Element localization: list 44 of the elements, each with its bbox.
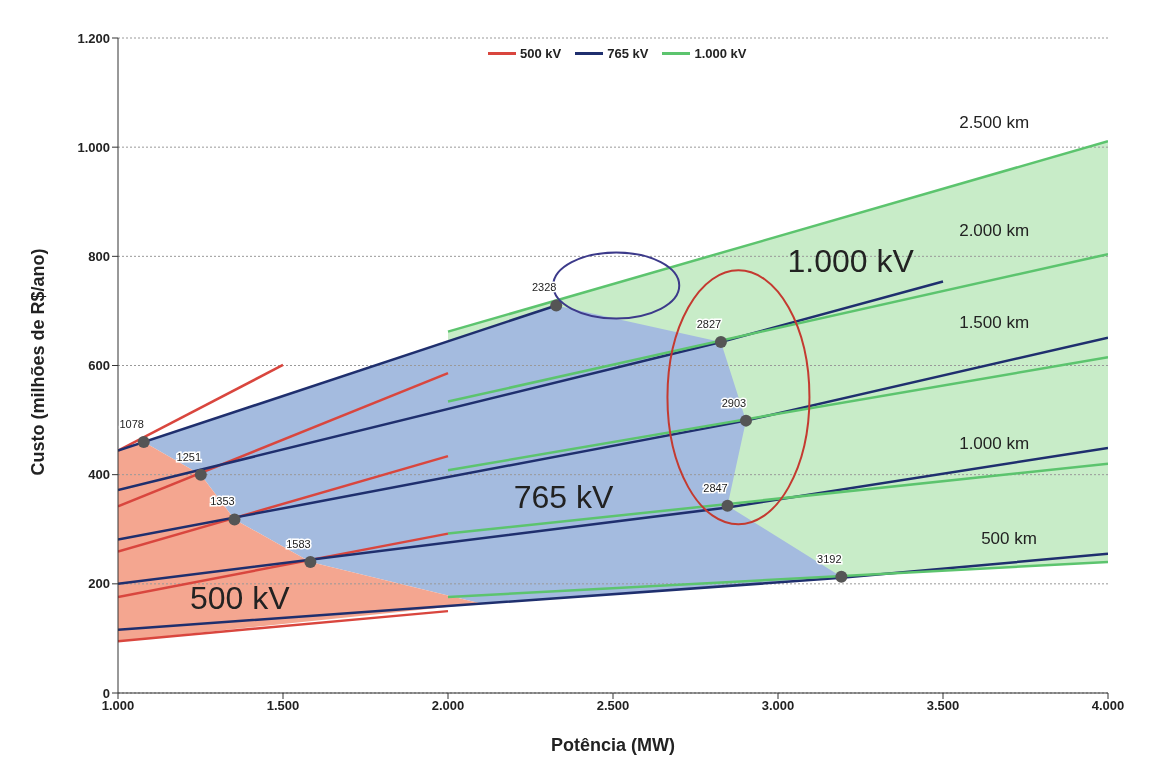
annotation: 1078	[119, 417, 144, 430]
y-tick-label: 0	[102, 685, 110, 701]
y-tick-label: 800	[88, 248, 110, 264]
annotation: 2.500 km	[959, 113, 1030, 134]
annotation: 1583	[286, 538, 311, 550]
x-tick-label: 3.000	[761, 698, 795, 714]
annotation: 2.000 km	[959, 221, 1030, 242]
annotation: 3192	[817, 552, 842, 565]
annotation: 500 km	[981, 529, 1037, 550]
y-tick-label: 200	[88, 576, 110, 592]
point	[304, 556, 317, 568]
annotation: 1251	[176, 450, 202, 463]
annotation: 1353	[210, 495, 235, 508]
legend-label: 765 kV	[606, 46, 649, 61]
annotation: 765 kV	[513, 478, 614, 515]
x-tick-label: 4.000	[1091, 698, 1125, 714]
point	[137, 435, 150, 448]
x-tick-label: 3.500	[926, 698, 960, 714]
x-tick-label: 1.500	[266, 698, 300, 714]
legend-label: 1.000 kV	[693, 46, 747, 61]
y-axis-title: Custo (milhões de R$/ano)	[28, 248, 49, 476]
annotation: 2827	[696, 318, 722, 331]
annotation: 1.000 kV	[787, 242, 914, 280]
legend-label: 500 kV	[519, 46, 562, 61]
annotation: 2903	[721, 396, 747, 409]
point	[550, 299, 563, 312]
point	[194, 468, 207, 481]
point	[714, 336, 727, 349]
annotation: 2847	[703, 481, 728, 494]
y-tick-label: 400	[88, 467, 110, 483]
x-axis-title: Potência (MW)	[551, 735, 675, 755]
x-tick-label: 1.000	[101, 698, 135, 714]
point	[721, 499, 734, 512]
y-tick-label: 1.000	[77, 139, 110, 155]
annotation: 1.500 km	[959, 312, 1030, 333]
point	[739, 414, 752, 427]
x-tick-label: 2.500	[596, 698, 630, 714]
annotation: 500 kV	[189, 579, 290, 617]
y-tick-label: 1.200	[77, 30, 110, 46]
point	[835, 570, 848, 583]
x-tick-label: 2.000	[431, 698, 465, 714]
point	[228, 513, 241, 526]
annotation: 1.000 km	[959, 434, 1030, 455]
y-tick-label: 600	[88, 358, 110, 374]
